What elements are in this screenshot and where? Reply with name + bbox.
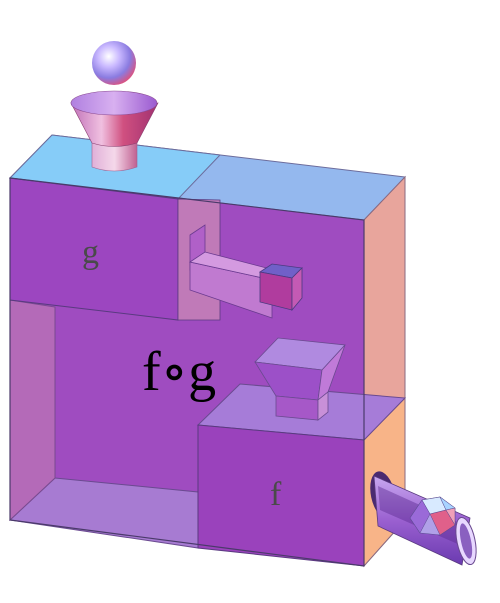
composition-box [8, 134, 407, 568]
inner-funnel-icon [254, 337, 346, 421]
f-label: f [270, 476, 282, 513]
box-outline [9, 177, 365, 567]
input-funnel-icon [70, 90, 159, 172]
g-label: g [82, 234, 99, 271]
ramp-icon [188, 224, 303, 319]
ball-icon [92, 41, 136, 85]
composition-label: f∘g [142, 341, 216, 403]
output-gem-icon [409, 496, 456, 536]
